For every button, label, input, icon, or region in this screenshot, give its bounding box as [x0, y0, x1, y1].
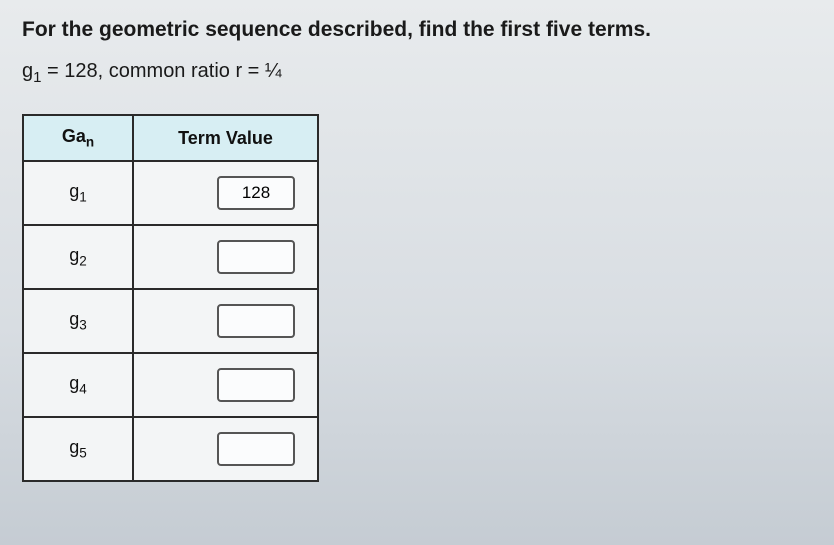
header-gan: Gan	[23, 115, 133, 161]
term-prefix: g	[69, 437, 79, 457]
term-value-input-g3[interactable]	[217, 304, 295, 338]
term-sub: 2	[79, 254, 87, 269]
term-value-input-g4[interactable]	[217, 368, 295, 402]
term-label-g2: g2	[23, 225, 133, 289]
term-prefix: g	[69, 245, 79, 265]
terms-table: Gan Term Value g1 g2	[22, 114, 319, 482]
term-value-cell-g2	[133, 225, 318, 289]
term-value-cell-g1	[133, 161, 318, 225]
header-term-value: Term Value	[133, 115, 318, 161]
term-sub: 3	[79, 318, 87, 333]
term-label-g3: g3	[23, 289, 133, 353]
question-text-line1: For the geometric sequence described, fi…	[22, 18, 812, 42]
term-prefix: g	[69, 373, 79, 393]
term-sub: 1	[79, 190, 87, 205]
table-header-row: Gan Term Value	[23, 115, 318, 161]
g1-rest: = 128, common ratio r = ¼	[41, 60, 281, 82]
term-prefix: g	[69, 309, 79, 329]
table-row: g1	[23, 161, 318, 225]
question-panel: For the geometric sequence described, fi…	[0, 0, 834, 500]
header-gan-prefix: Ga	[62, 126, 86, 146]
term-value-cell-g5	[133, 417, 318, 481]
term-value-cell-g3	[133, 289, 318, 353]
term-value-cell-g4	[133, 353, 318, 417]
term-label-g4: g4	[23, 353, 133, 417]
g1-prefix: g	[22, 60, 33, 82]
term-label-g5: g5	[23, 417, 133, 481]
term-prefix: g	[69, 181, 79, 201]
table-row: g5	[23, 417, 318, 481]
question-text-line2: g1 = 128, common ratio r = ¼	[22, 60, 812, 86]
term-value-input-g2[interactable]	[217, 240, 295, 274]
header-gan-sub: n	[86, 135, 94, 150]
term-value-input-g5[interactable]	[217, 432, 295, 466]
term-label-g1: g1	[23, 161, 133, 225]
term-sub: 4	[79, 382, 87, 397]
table-row: g4	[23, 353, 318, 417]
table-row: g2	[23, 225, 318, 289]
term-value-input-g1[interactable]	[217, 176, 295, 210]
table-row: g3	[23, 289, 318, 353]
term-sub: 5	[79, 446, 87, 461]
